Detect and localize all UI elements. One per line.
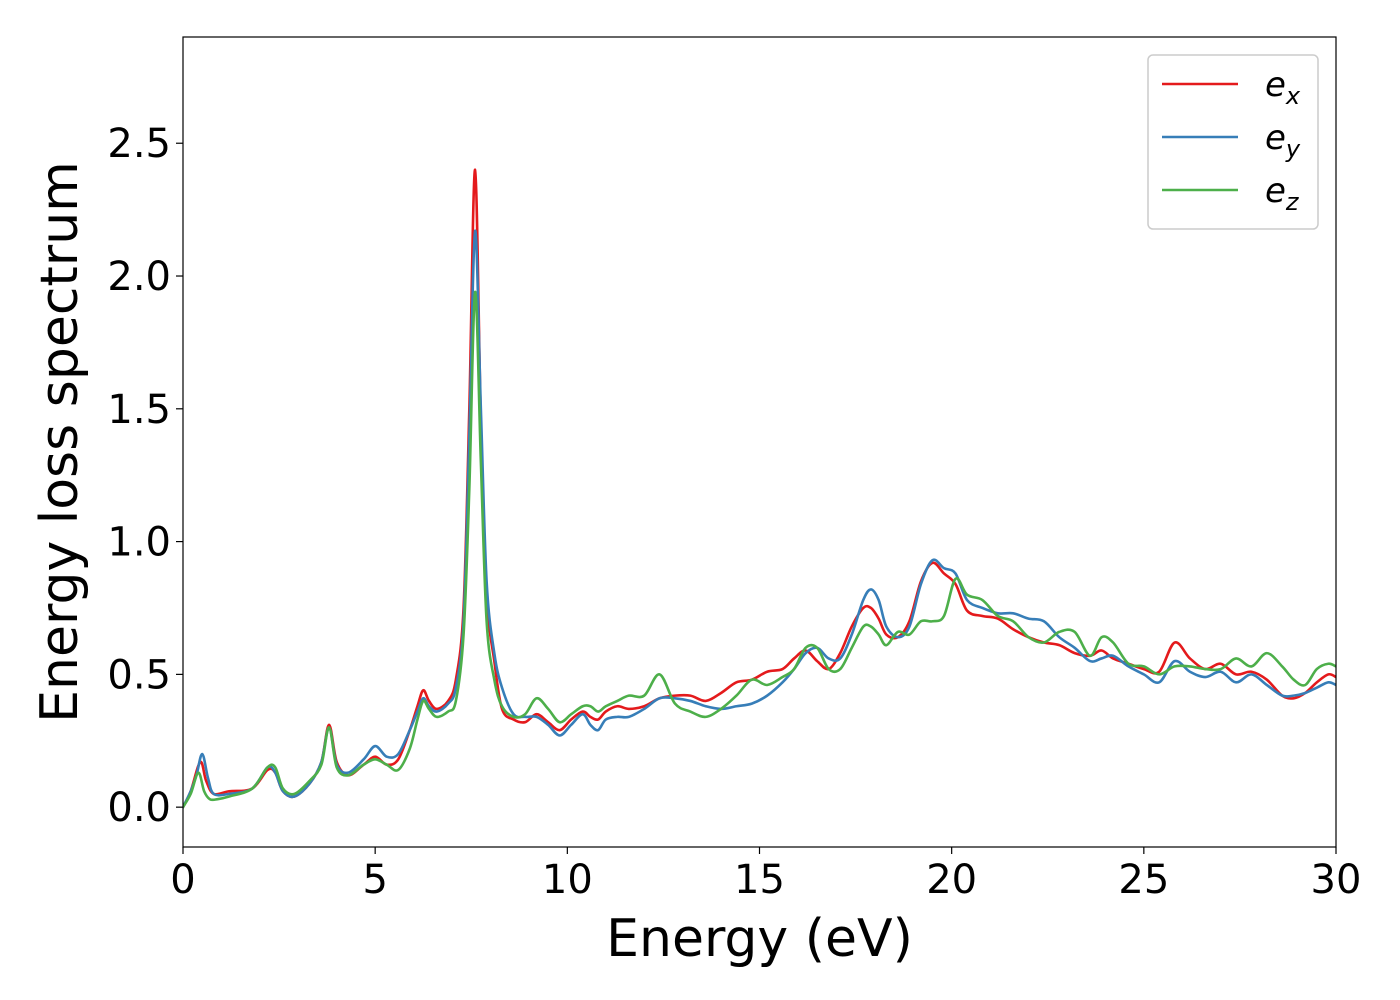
x-axis: 0 5 10 15 20 25 30 — [170, 847, 1361, 903]
x-tick-label: 30 — [1311, 857, 1362, 903]
legend-label: ex — [1265, 65, 1301, 110]
y-axis-title: Energy loss spectrum — [30, 161, 90, 723]
series-lines — [183, 168, 1336, 809]
x-tick-label: 0 — [170, 857, 195, 903]
legend-label: ey — [1265, 118, 1301, 163]
x-tick-label: 25 — [1118, 857, 1169, 903]
legend-label-subscript: z — [1285, 188, 1300, 216]
legend-label-base: e — [1265, 118, 1286, 158]
series-line-ez — [183, 290, 1336, 809]
x-tick-label: 20 — [926, 857, 977, 903]
y-tick-label: 1.0 — [107, 520, 171, 566]
legend-label-subscript: y — [1285, 135, 1301, 163]
y-tick-label: 2.0 — [107, 254, 171, 300]
legend-label-base: e — [1265, 65, 1286, 105]
x-axis-title: Energy (eV) — [606, 909, 913, 969]
y-tick-label: 2.5 — [107, 121, 171, 167]
legend-box — [1147, 54, 1319, 230]
legend-label: ez — [1265, 171, 1300, 216]
x-tick-label: 5 — [362, 857, 387, 903]
y-tick-label: 1.5 — [107, 387, 171, 433]
y-tick-label: 0.0 — [107, 785, 171, 831]
legend-label-base: e — [1265, 171, 1286, 211]
y-tick-label: 0.5 — [107, 652, 171, 698]
x-tick-label: 15 — [734, 857, 785, 903]
legend-label-subscript: x — [1285, 82, 1301, 110]
series-line-ey — [183, 229, 1336, 809]
x-tick-label: 10 — [542, 857, 593, 903]
y-axis: 0.0 0.5 1.0 1.5 2.0 2.5 — [107, 121, 183, 831]
